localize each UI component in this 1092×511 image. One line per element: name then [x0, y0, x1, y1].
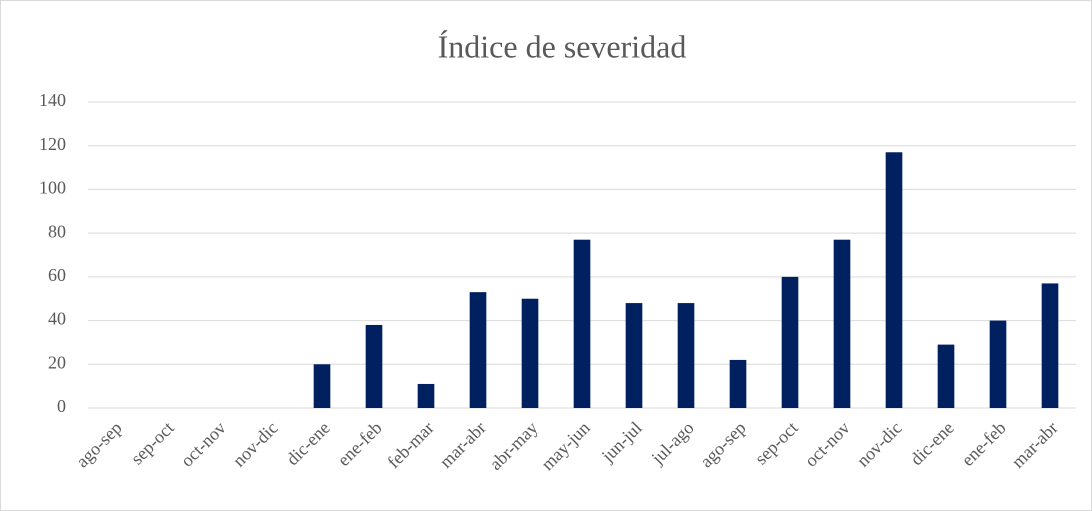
y-tick-label: 20	[48, 352, 66, 372]
bar	[521, 298, 539, 408]
bar	[781, 276, 799, 408]
bar	[469, 292, 487, 408]
bar	[625, 303, 643, 408]
bar	[989, 320, 1007, 408]
bar	[937, 344, 955, 408]
y-tick-label: 120	[39, 134, 66, 154]
y-tick-label: 140	[39, 90, 66, 110]
bar	[1041, 283, 1059, 408]
bar	[729, 359, 747, 408]
bar	[573, 239, 591, 408]
y-tick-label: 60	[48, 265, 66, 285]
bar	[833, 239, 851, 408]
bar	[677, 303, 695, 408]
y-tick-label: 0	[57, 396, 66, 416]
chart-title: Índice de severidad	[438, 28, 687, 64]
bar	[365, 324, 383, 408]
bar	[313, 364, 331, 408]
bar	[885, 152, 903, 408]
y-tick-label: 40	[48, 309, 66, 329]
bar	[417, 383, 435, 408]
y-tick-label: 100	[39, 178, 66, 198]
y-tick-label: 80	[48, 221, 66, 241]
